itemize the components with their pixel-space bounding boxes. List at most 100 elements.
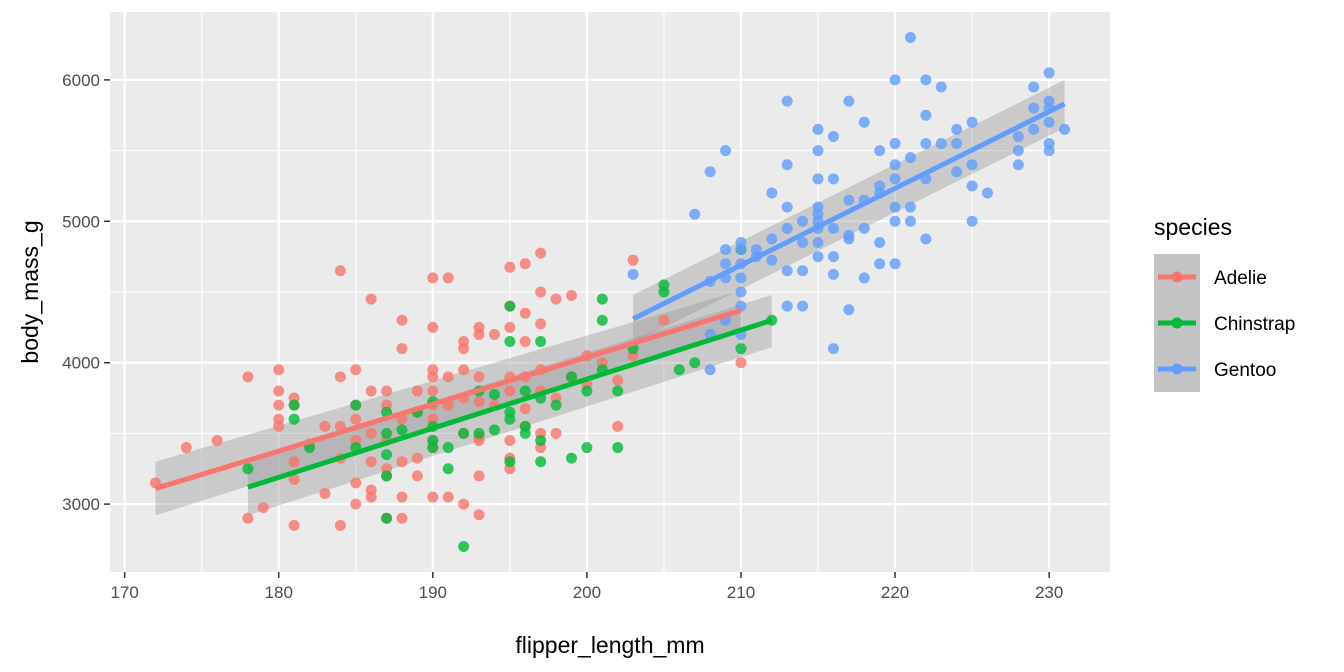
data-point-adelie bbox=[535, 247, 547, 259]
x-tick-label: 180 bbox=[265, 583, 293, 602]
data-point-adelie bbox=[504, 321, 516, 333]
data-point-gentoo bbox=[627, 268, 639, 280]
data-point-gentoo bbox=[889, 215, 901, 227]
data-point-adelie bbox=[396, 343, 408, 355]
data-point-adelie bbox=[350, 477, 362, 489]
data-point-gentoo bbox=[1012, 159, 1024, 171]
data-point-adelie bbox=[550, 427, 562, 439]
data-point-adelie bbox=[396, 456, 408, 468]
data-point-adelie bbox=[427, 321, 439, 333]
data-point-adelie bbox=[381, 385, 393, 397]
legend-label-gentoo: Gentoo bbox=[1214, 360, 1276, 381]
data-point-adelie bbox=[735, 357, 747, 369]
data-point-gentoo bbox=[874, 145, 886, 157]
data-point-gentoo bbox=[920, 233, 932, 245]
data-point-chinstrap bbox=[288, 413, 300, 425]
data-point-chinstrap bbox=[504, 335, 516, 347]
data-point-adelie bbox=[565, 290, 577, 302]
legend-title: species bbox=[1154, 214, 1232, 240]
data-point-gentoo bbox=[812, 123, 824, 135]
data-point-chinstrap bbox=[565, 452, 577, 464]
legend-label-chinstrap: Chinstrap bbox=[1214, 314, 1295, 335]
data-point-gentoo bbox=[843, 304, 855, 316]
data-point-chinstrap bbox=[550, 399, 562, 411]
data-point-gentoo bbox=[720, 244, 732, 256]
data-point-gentoo bbox=[1043, 145, 1055, 157]
data-point-adelie bbox=[180, 442, 192, 454]
data-point-adelie bbox=[350, 364, 362, 376]
data-point-adelie bbox=[519, 307, 531, 319]
data-point-adelie bbox=[319, 488, 331, 500]
data-point-gentoo bbox=[889, 159, 901, 171]
legend-key-point bbox=[1171, 271, 1183, 283]
data-point-adelie bbox=[365, 491, 377, 503]
data-point-gentoo bbox=[920, 74, 932, 86]
data-point-adelie bbox=[288, 456, 300, 468]
data-point-chinstrap bbox=[458, 427, 470, 439]
data-point-adelie bbox=[627, 254, 639, 266]
data-point-gentoo bbox=[935, 138, 947, 150]
data-point-adelie bbox=[288, 473, 300, 485]
data-point-adelie bbox=[504, 385, 516, 397]
data-point-gentoo bbox=[904, 31, 916, 43]
data-point-gentoo bbox=[797, 237, 809, 249]
data-point-gentoo bbox=[982, 187, 994, 199]
data-point-adelie bbox=[550, 293, 562, 305]
data-point-gentoo bbox=[904, 201, 916, 213]
data-point-adelie bbox=[427, 272, 439, 284]
legend-key-point bbox=[1171, 317, 1183, 329]
data-point-adelie bbox=[473, 371, 485, 383]
data-point-gentoo bbox=[797, 215, 809, 227]
data-point-gentoo bbox=[797, 265, 809, 277]
data-point-adelie bbox=[473, 328, 485, 340]
data-point-chinstrap bbox=[535, 434, 547, 446]
data-point-gentoo bbox=[889, 74, 901, 86]
data-point-chinstrap bbox=[442, 463, 454, 475]
data-point-chinstrap bbox=[381, 470, 393, 482]
data-point-gentoo bbox=[827, 343, 839, 355]
data-point-gentoo bbox=[858, 272, 870, 284]
data-point-adelie bbox=[288, 519, 300, 531]
data-point-adelie bbox=[396, 491, 408, 503]
data-point-chinstrap bbox=[535, 456, 547, 468]
data-point-chinstrap bbox=[581, 385, 593, 397]
data-point-adelie bbox=[473, 470, 485, 482]
data-point-gentoo bbox=[966, 116, 978, 128]
data-point-adelie bbox=[350, 498, 362, 510]
data-point-gentoo bbox=[781, 159, 793, 171]
data-point-gentoo bbox=[889, 258, 901, 270]
data-point-adelie bbox=[535, 318, 547, 330]
data-point-chinstrap bbox=[612, 442, 624, 454]
data-point-adelie bbox=[319, 420, 331, 432]
data-point-gentoo bbox=[951, 138, 963, 150]
data-point-gentoo bbox=[935, 81, 947, 93]
data-point-adelie bbox=[427, 385, 439, 397]
data-point-gentoo bbox=[858, 222, 870, 234]
data-point-gentoo bbox=[812, 237, 824, 249]
x-axis: 170 180 190 200 210 220 230 bbox=[110, 572, 1063, 602]
data-point-chinstrap bbox=[504, 300, 516, 312]
data-point-gentoo bbox=[951, 123, 963, 135]
data-point-gentoo bbox=[966, 180, 978, 192]
data-point-adelie bbox=[242, 512, 254, 524]
data-point-adelie bbox=[535, 286, 547, 298]
data-point-adelie bbox=[334, 371, 346, 383]
data-point-adelie bbox=[519, 335, 531, 347]
data-point-chinstrap bbox=[458, 541, 470, 553]
data-point-gentoo bbox=[735, 272, 747, 284]
data-point-adelie bbox=[211, 434, 223, 446]
data-point-chinstrap bbox=[504, 456, 516, 468]
data-point-chinstrap bbox=[504, 413, 516, 425]
data-point-chinstrap bbox=[535, 335, 547, 347]
x-tick-label: 210 bbox=[727, 583, 755, 602]
y-axis-title: body_mass_g bbox=[17, 220, 43, 363]
data-point-chinstrap bbox=[519, 385, 531, 397]
data-point-chinstrap bbox=[689, 357, 701, 369]
data-point-gentoo bbox=[735, 244, 747, 256]
data-point-chinstrap bbox=[658, 286, 670, 298]
data-point-adelie bbox=[442, 371, 454, 383]
data-point-gentoo bbox=[812, 251, 824, 263]
data-point-adelie bbox=[396, 512, 408, 524]
data-point-adelie bbox=[442, 491, 454, 503]
data-point-adelie bbox=[473, 396, 485, 408]
